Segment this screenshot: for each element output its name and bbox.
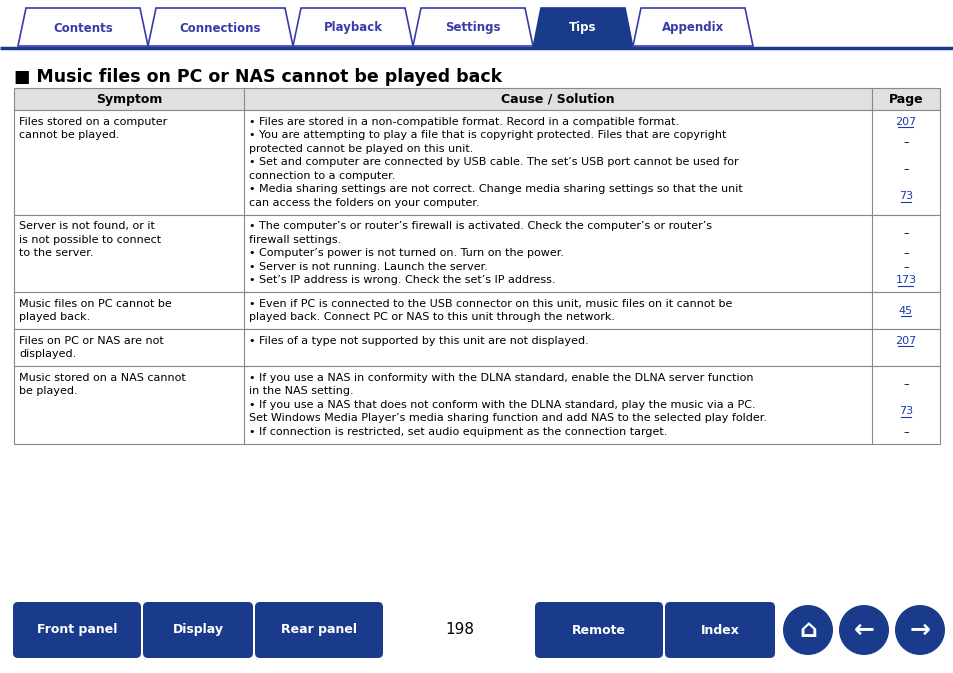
Text: be played.: be played. <box>19 386 77 396</box>
Text: Cause / Solution: Cause / Solution <box>500 92 614 106</box>
Text: –: – <box>902 228 908 238</box>
Text: 73: 73 <box>898 191 912 201</box>
Text: firewall settings.: firewall settings. <box>249 235 341 245</box>
Text: • Computer’s power is not turned on. Turn on the power.: • Computer’s power is not turned on. Tur… <box>249 248 563 258</box>
Text: can access the folders on your computer.: can access the folders on your computer. <box>249 198 479 208</box>
Polygon shape <box>148 8 293 46</box>
Text: 207: 207 <box>895 116 916 127</box>
Text: ■ Music files on PC or NAS cannot be played back: ■ Music files on PC or NAS cannot be pla… <box>14 68 501 86</box>
Text: ←: ← <box>853 618 874 642</box>
Text: Files stored on a computer: Files stored on a computer <box>19 116 167 127</box>
FancyBboxPatch shape <box>664 602 774 658</box>
Text: played back.: played back. <box>19 312 91 322</box>
Text: 173: 173 <box>895 275 916 285</box>
Text: Rear panel: Rear panel <box>281 623 356 637</box>
Text: 207: 207 <box>895 336 916 346</box>
Text: displayed.: displayed. <box>19 349 76 359</box>
Polygon shape <box>533 8 633 48</box>
Text: Contents: Contents <box>53 22 112 34</box>
Text: →: → <box>908 618 929 642</box>
Text: 45: 45 <box>898 306 912 316</box>
Text: Connections: Connections <box>179 22 261 34</box>
Polygon shape <box>18 8 148 46</box>
Bar <box>14 329 939 366</box>
Text: • The computer’s or router’s firewall is activated. Check the computer’s or rout: • The computer’s or router’s firewall is… <box>249 221 711 232</box>
Text: protected cannot be played on this unit.: protected cannot be played on this unit. <box>249 144 473 153</box>
Text: Appendix: Appendix <box>661 22 723 34</box>
Text: Front panel: Front panel <box>37 623 117 637</box>
Polygon shape <box>293 8 413 46</box>
Bar <box>14 88 939 110</box>
Text: is not possible to connect: is not possible to connect <box>19 235 161 245</box>
Text: cannot be played.: cannot be played. <box>19 131 119 140</box>
Text: –: – <box>902 164 908 174</box>
Text: Index: Index <box>700 623 739 637</box>
FancyBboxPatch shape <box>13 602 141 658</box>
Circle shape <box>894 605 944 655</box>
Text: • Server is not running. Launch the server.: • Server is not running. Launch the serv… <box>249 262 487 272</box>
Text: connection to a computer.: connection to a computer. <box>249 171 395 181</box>
Text: Playback: Playback <box>323 22 382 34</box>
Text: • Set’s IP address is wrong. Check the set’s IP address.: • Set’s IP address is wrong. Check the s… <box>249 275 555 285</box>
Text: Symptom: Symptom <box>95 92 162 106</box>
Text: • Files are stored in a non-compatible format. Record in a compatible format.: • Files are stored in a non-compatible f… <box>249 116 679 127</box>
Polygon shape <box>413 8 533 46</box>
Text: ⌂: ⌂ <box>799 618 816 642</box>
Text: –: – <box>902 262 908 272</box>
Text: Server is not found, or it: Server is not found, or it <box>19 221 154 232</box>
Text: • If you use a NAS that does not conform with the DLNA standard, play the music : • If you use a NAS that does not conform… <box>249 400 755 410</box>
Text: Music files on PC cannot be: Music files on PC cannot be <box>19 299 172 309</box>
Text: played back. Connect PC or NAS to this unit through the network.: played back. Connect PC or NAS to this u… <box>249 312 615 322</box>
Polygon shape <box>633 8 752 46</box>
Text: • Files of a type not supported by this unit are not displayed.: • Files of a type not supported by this … <box>249 336 588 346</box>
FancyBboxPatch shape <box>254 602 382 658</box>
Circle shape <box>782 605 832 655</box>
Text: –: – <box>902 248 908 258</box>
Text: • If you use a NAS in conformity with the DLNA standard, enable the DLNA server : • If you use a NAS in conformity with th… <box>249 373 753 383</box>
Bar <box>14 110 939 215</box>
Text: • If connection is restricted, set audio equipment as the connection target.: • If connection is restricted, set audio… <box>249 427 667 437</box>
Text: Display: Display <box>172 623 223 637</box>
Text: • Set and computer are connected by USB cable. The set’s USB port cannot be used: • Set and computer are connected by USB … <box>249 157 738 168</box>
Text: Music stored on a NAS cannot: Music stored on a NAS cannot <box>19 373 186 383</box>
Text: 198: 198 <box>445 623 474 637</box>
Text: Settings: Settings <box>445 22 500 34</box>
Text: • You are attempting to play a file that is copyright protected. Files that are : • You are attempting to play a file that… <box>249 131 725 140</box>
Bar <box>14 292 939 329</box>
Text: to the server.: to the server. <box>19 248 93 258</box>
Text: 73: 73 <box>898 406 912 417</box>
Bar <box>14 366 939 444</box>
Text: Set Windows Media Player’s media sharing function and add NAS to the selected pl: Set Windows Media Player’s media sharing… <box>249 413 766 423</box>
Text: Remote: Remote <box>572 623 625 637</box>
Bar <box>14 215 939 292</box>
FancyBboxPatch shape <box>143 602 253 658</box>
Text: Tips: Tips <box>569 22 597 34</box>
Text: in the NAS setting.: in the NAS setting. <box>249 386 354 396</box>
Text: Files on PC or NAS are not: Files on PC or NAS are not <box>19 336 164 346</box>
Text: • Even if PC is connected to the USB connector on this unit, music files on it c: • Even if PC is connected to the USB con… <box>249 299 732 309</box>
Text: –: – <box>902 137 908 147</box>
Text: –: – <box>902 380 908 390</box>
Text: –: – <box>902 427 908 437</box>
Circle shape <box>838 605 888 655</box>
FancyBboxPatch shape <box>535 602 662 658</box>
Text: • Media sharing settings are not correct. Change media sharing settings so that : • Media sharing settings are not correct… <box>249 184 742 194</box>
Text: Page: Page <box>888 92 923 106</box>
